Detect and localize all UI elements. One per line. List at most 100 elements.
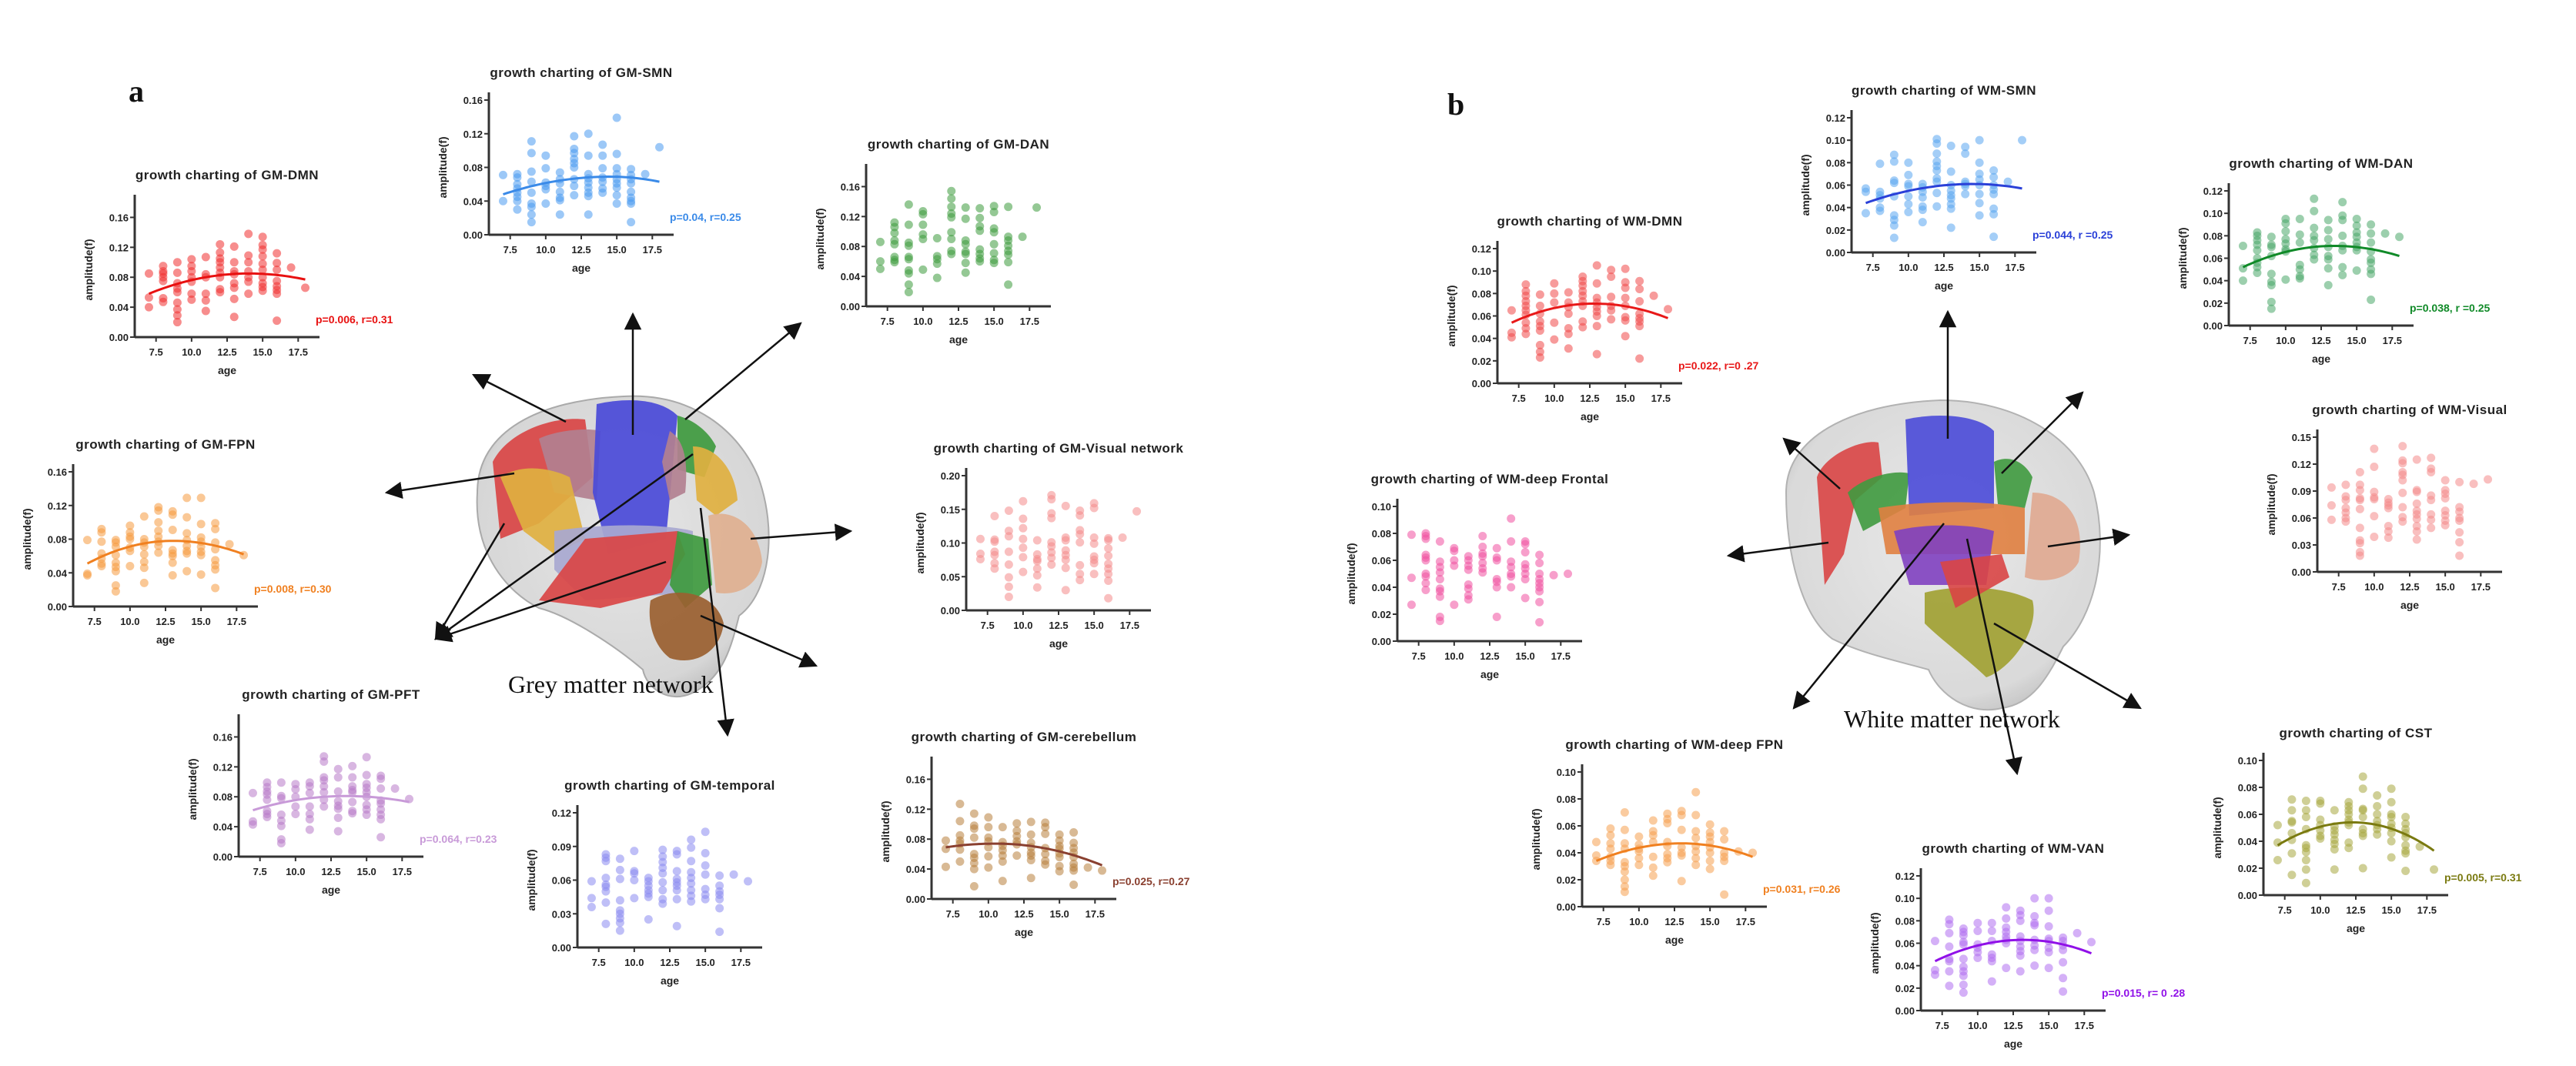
data-point bbox=[2044, 894, 2053, 903]
data-point bbox=[1118, 533, 1127, 542]
data-point bbox=[248, 788, 257, 797]
data-point bbox=[2367, 258, 2376, 267]
data-point bbox=[527, 149, 536, 158]
y-tick-label: 0.06 bbox=[1557, 820, 1576, 832]
data-point bbox=[2387, 797, 2396, 807]
data-point bbox=[144, 302, 153, 312]
data-point bbox=[969, 858, 979, 867]
data-point bbox=[584, 210, 593, 219]
data-point bbox=[1591, 857, 1601, 865]
data-point bbox=[1032, 556, 1042, 566]
data-point bbox=[244, 289, 253, 299]
data-point bbox=[348, 773, 357, 782]
data-point bbox=[904, 255, 913, 264]
data-point bbox=[2295, 265, 2304, 274]
data-point bbox=[2352, 214, 2361, 223]
data-point bbox=[601, 898, 611, 907]
data-point bbox=[2030, 912, 2039, 921]
data-point bbox=[376, 774, 386, 784]
data-point bbox=[687, 835, 696, 844]
x-tick-label: 10.0 bbox=[182, 346, 201, 358]
data-point bbox=[1677, 810, 1686, 820]
data-point bbox=[969, 881, 979, 891]
data-point bbox=[615, 865, 624, 874]
chart-title: growth charting of GM-PFT bbox=[242, 687, 420, 702]
data-point bbox=[2455, 477, 2464, 486]
data-point bbox=[961, 249, 970, 259]
data-point bbox=[2384, 533, 2393, 543]
data-point bbox=[1535, 326, 1544, 335]
data-point bbox=[1591, 837, 1601, 847]
data-point bbox=[1691, 860, 1701, 870]
fit-curve bbox=[503, 175, 660, 195]
data-point bbox=[1450, 561, 1459, 570]
y-tick-label: 0.06 bbox=[1895, 938, 1915, 950]
data-point bbox=[1973, 918, 1982, 927]
data-point bbox=[1705, 864, 1715, 874]
data-point bbox=[1089, 539, 1099, 548]
data-point bbox=[2059, 974, 2068, 983]
data-point bbox=[1407, 530, 1416, 540]
data-point bbox=[527, 137, 536, 146]
data-point bbox=[612, 199, 621, 209]
data-point bbox=[1663, 819, 1672, 827]
data-point bbox=[1550, 289, 1559, 298]
data-point bbox=[701, 827, 710, 837]
data-point bbox=[875, 264, 885, 273]
arrow-to-gm-pft-3 bbox=[433, 560, 667, 643]
data-point bbox=[201, 289, 210, 299]
x-tick-label: 12.5 bbox=[1480, 650, 1499, 662]
y-tick-label: 0.10 bbox=[1895, 893, 1915, 904]
data-point bbox=[1987, 926, 1996, 935]
data-point bbox=[1507, 563, 1516, 572]
data-point bbox=[601, 919, 611, 928]
data-point bbox=[1691, 810, 1701, 820]
data-point bbox=[1889, 221, 1899, 230]
data-point bbox=[1620, 825, 1629, 834]
data-point bbox=[1019, 514, 1028, 523]
y-tick-label: 0.06 bbox=[1826, 180, 1845, 192]
data-point bbox=[2380, 229, 2390, 238]
data-point bbox=[615, 926, 624, 935]
data-point bbox=[1535, 618, 1544, 627]
data-point bbox=[513, 173, 522, 182]
y-tick-label: 0.04 bbox=[1557, 847, 1577, 859]
data-point bbox=[541, 164, 550, 173]
data-point bbox=[989, 249, 999, 258]
data-point bbox=[2003, 177, 2012, 186]
data-point bbox=[627, 187, 636, 196]
data-point bbox=[1507, 306, 1516, 315]
data-point bbox=[2427, 453, 2436, 463]
data-point bbox=[2398, 517, 2407, 526]
data-point bbox=[1435, 617, 1444, 626]
data-point bbox=[918, 209, 928, 219]
y-tick-label: 0.08 bbox=[1472, 288, 1491, 299]
data-point bbox=[1521, 575, 1530, 583]
chart-title: growth charting of GM-temporal bbox=[564, 778, 775, 793]
grey-matter-brain bbox=[476, 395, 770, 698]
x-tick-label: 15.0 bbox=[253, 346, 272, 358]
data-point bbox=[1620, 808, 1629, 817]
data-point bbox=[2352, 221, 2361, 230]
data-point bbox=[2087, 937, 2096, 947]
data-point bbox=[2395, 232, 2404, 242]
x-tick-label: 15.0 bbox=[1515, 650, 1534, 662]
data-point bbox=[627, 179, 636, 188]
data-point bbox=[390, 784, 400, 794]
data-point bbox=[111, 586, 120, 596]
chart-gm-dan: growth charting of GM-DAN 0.00 0.04 0.08 0.1… bbox=[793, 127, 1116, 362]
data-point bbox=[263, 812, 272, 821]
y-tick-label: 0.08 bbox=[1895, 915, 1915, 927]
chart-gm-fpn: growth charting of GM-FPN 0.00 0.04 0.08 0.1… bbox=[0, 427, 332, 662]
data-point bbox=[1507, 572, 1516, 581]
data-point bbox=[376, 814, 386, 824]
data-point bbox=[1989, 166, 1999, 175]
data-point bbox=[1464, 595, 1473, 604]
data-point bbox=[1089, 533, 1099, 542]
y-tick-label: 0.08 bbox=[109, 272, 129, 283]
data-point bbox=[1989, 172, 1999, 182]
chart-svg: growth charting of GM-FPN 0.00 0.04 0.08 0.1… bbox=[21, 437, 332, 646]
data-point bbox=[2412, 527, 2421, 536]
x-tick-label: 15.0 bbox=[1049, 908, 1069, 920]
